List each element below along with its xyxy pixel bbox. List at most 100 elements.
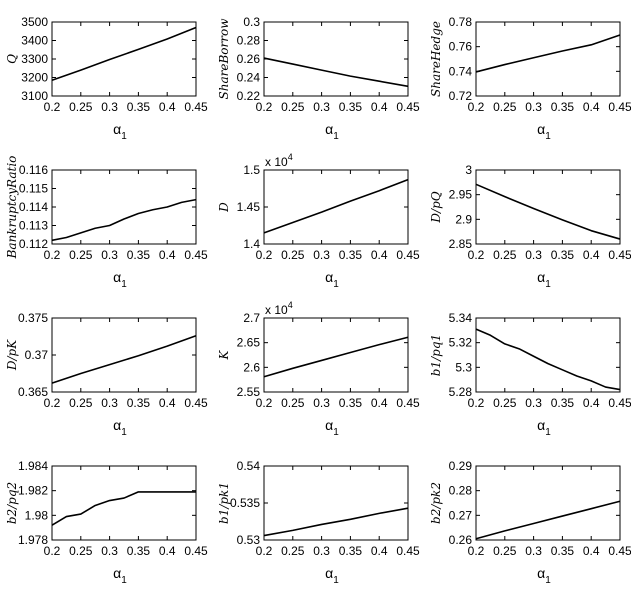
y-tick-label: 1.4 [243,237,260,251]
x-tick-label: 0.25 [493,248,517,262]
x-tick-label: 0.35 [339,544,363,558]
x-tick-label: 0.4 [159,544,176,558]
axis-multiplier: x 104 [265,300,293,317]
x-tick-label: 0.45 [396,396,420,410]
series-line [263,178,409,234]
y-tick-label: 1.984 [18,459,48,473]
axis-multiplier-base: x 10 [265,303,288,317]
y-tick-label: 0.27 [449,508,473,522]
series-line [51,491,196,526]
axes-box [475,317,621,393]
x-axis-label-base: α [325,565,333,581]
axes-box [51,169,197,245]
x-tick-label: 0.35 [339,100,363,114]
x-axis-label-base: α [537,565,545,581]
x-tick-label: 0.45 [608,100,631,114]
y-tick-label: 0.113 [19,219,48,233]
x-axis-label-subscript: 1 [545,131,551,142]
y-tick-label: 0.53 [237,533,261,547]
x-axis-label: α1 [537,269,551,290]
axes-box [51,317,197,393]
axis-multiplier-base: x 10 [265,155,288,169]
series-line [263,507,409,537]
x-axis-label: α1 [113,269,127,290]
y-tick-label: 0.28 [449,484,473,498]
x-axis-label-base: α [113,121,121,137]
y-tick-label: 0.26 [237,52,261,66]
x-tick-label: 0.2 [256,396,273,410]
x-axis-label-base: α [113,417,121,433]
y-tick-label: 1.5 [243,163,260,177]
x-axis-label-base: α [537,121,545,137]
x-axis-label-subscript: 1 [121,131,127,142]
x-axis-label-subscript: 1 [545,575,551,586]
x-tick-label: 0.25 [281,396,305,410]
subplot-6: 0.2 0.25 0.3 0.35 0.4 0.45 2.85 2.9 2.95 3 α1 D/pQ [429,163,631,290]
x-tick-label: 0.35 [127,100,151,114]
axes-box [51,21,197,97]
x-tick-label: 0.4 [159,248,176,262]
y-tick-label: 0.29 [449,459,473,473]
x-tick-label: 0.3 [525,100,542,114]
y-tick-label: 0.78 [449,15,473,29]
x-tick-label: 0.45 [608,544,631,558]
y-tick-label: 0.365 [18,385,48,399]
series-line [475,500,621,540]
x-axis-label-base: α [537,417,545,433]
axes-box [263,465,409,541]
x-tick-label: 0.35 [551,248,575,262]
x-axis-label-subscript: 1 [333,575,339,586]
x-tick-label: 0.2 [256,248,273,262]
subplot-8: 0.2 0.25 0.3 0.35 0.4 0.45 2.55 2.6 2.65 2.7 α1 Kx … [217,300,420,438]
subplot-7: 0.2 0.25 0.3 0.35 0.4 0.45 0.365 0.37 0.375 α1 D/p… [5,311,208,438]
x-tick-label: 0.25 [69,544,93,558]
y-axis-label: b2/pk2 [429,482,443,524]
axes-box [475,169,621,245]
axis-multiplier-exponent: 4 [288,300,293,310]
x-tick-label: 0.3 [525,396,542,410]
x-tick-label: 0.4 [371,100,388,114]
y-tick-label: 5.34 [449,311,473,325]
x-tick-label: 0.3 [525,544,542,558]
x-axis-label-base: α [537,269,545,285]
series-line [51,198,197,242]
y-tick-label: 2.6 [243,360,260,374]
subplot-9: 0.2 0.25 0.3 0.35 0.4 0.45 5.28 5.3 5.32 5.34 α1 b1… [429,311,631,438]
x-axis-label: α1 [113,121,127,142]
x-tick-label: 0.2 [256,100,273,114]
x-tick-label: 0.2 [256,544,273,558]
y-tick-label: 0.28 [237,34,261,48]
x-tick-label: 0.3 [313,248,330,262]
x-axis-label: α1 [325,121,339,142]
x-axis-label-subscript: 1 [333,279,339,290]
x-tick-label: 0.45 [608,248,631,262]
x-tick-label: 0.25 [281,544,305,558]
x-tick-label: 0.25 [69,396,93,410]
y-tick-label: 5.32 [449,336,473,350]
x-tick-label: 0.3 [313,396,330,410]
y-axis-label: ShareBorrow [217,18,231,100]
x-tick-label: 0.2 [468,396,485,410]
y-tick-label: 3200 [21,71,48,85]
y-tick-label: 1.45 [237,200,261,214]
y-tick-label: 2.9 [455,212,472,226]
x-axis-label: α1 [537,121,551,142]
y-axis-label: b1/pq1 [429,334,443,376]
subplot-2: 0.2 0.25 0.3 0.35 0.4 0.45 0.22 0.24 0.26 0.28 0.3… [217,15,420,142]
x-axis-label-subscript: 1 [545,427,551,438]
x-tick-label: 0.35 [551,396,575,410]
y-tick-label: 0.54 [237,459,261,473]
x-tick-label: 0.35 [127,248,151,262]
y-axis-label: K [217,349,231,360]
y-tick-label: 1.982 [18,484,48,498]
subplot-12: 0.2 0.25 0.3 0.35 0.4 0.45 0.26 0.27 0.28 0.29 α1 b… [429,459,631,586]
x-tick-label: 0.3 [525,248,542,262]
axis-multiplier-exponent: 4 [288,152,293,162]
y-tick-label: 0.112 [19,237,48,251]
x-tick-label: 0.2 [468,100,485,114]
x-axis-label: α1 [113,565,127,586]
y-axis-label: D [217,202,231,213]
x-tick-label: 0.35 [339,248,363,262]
y-axis-label: BankruptcyRatio [5,156,19,260]
